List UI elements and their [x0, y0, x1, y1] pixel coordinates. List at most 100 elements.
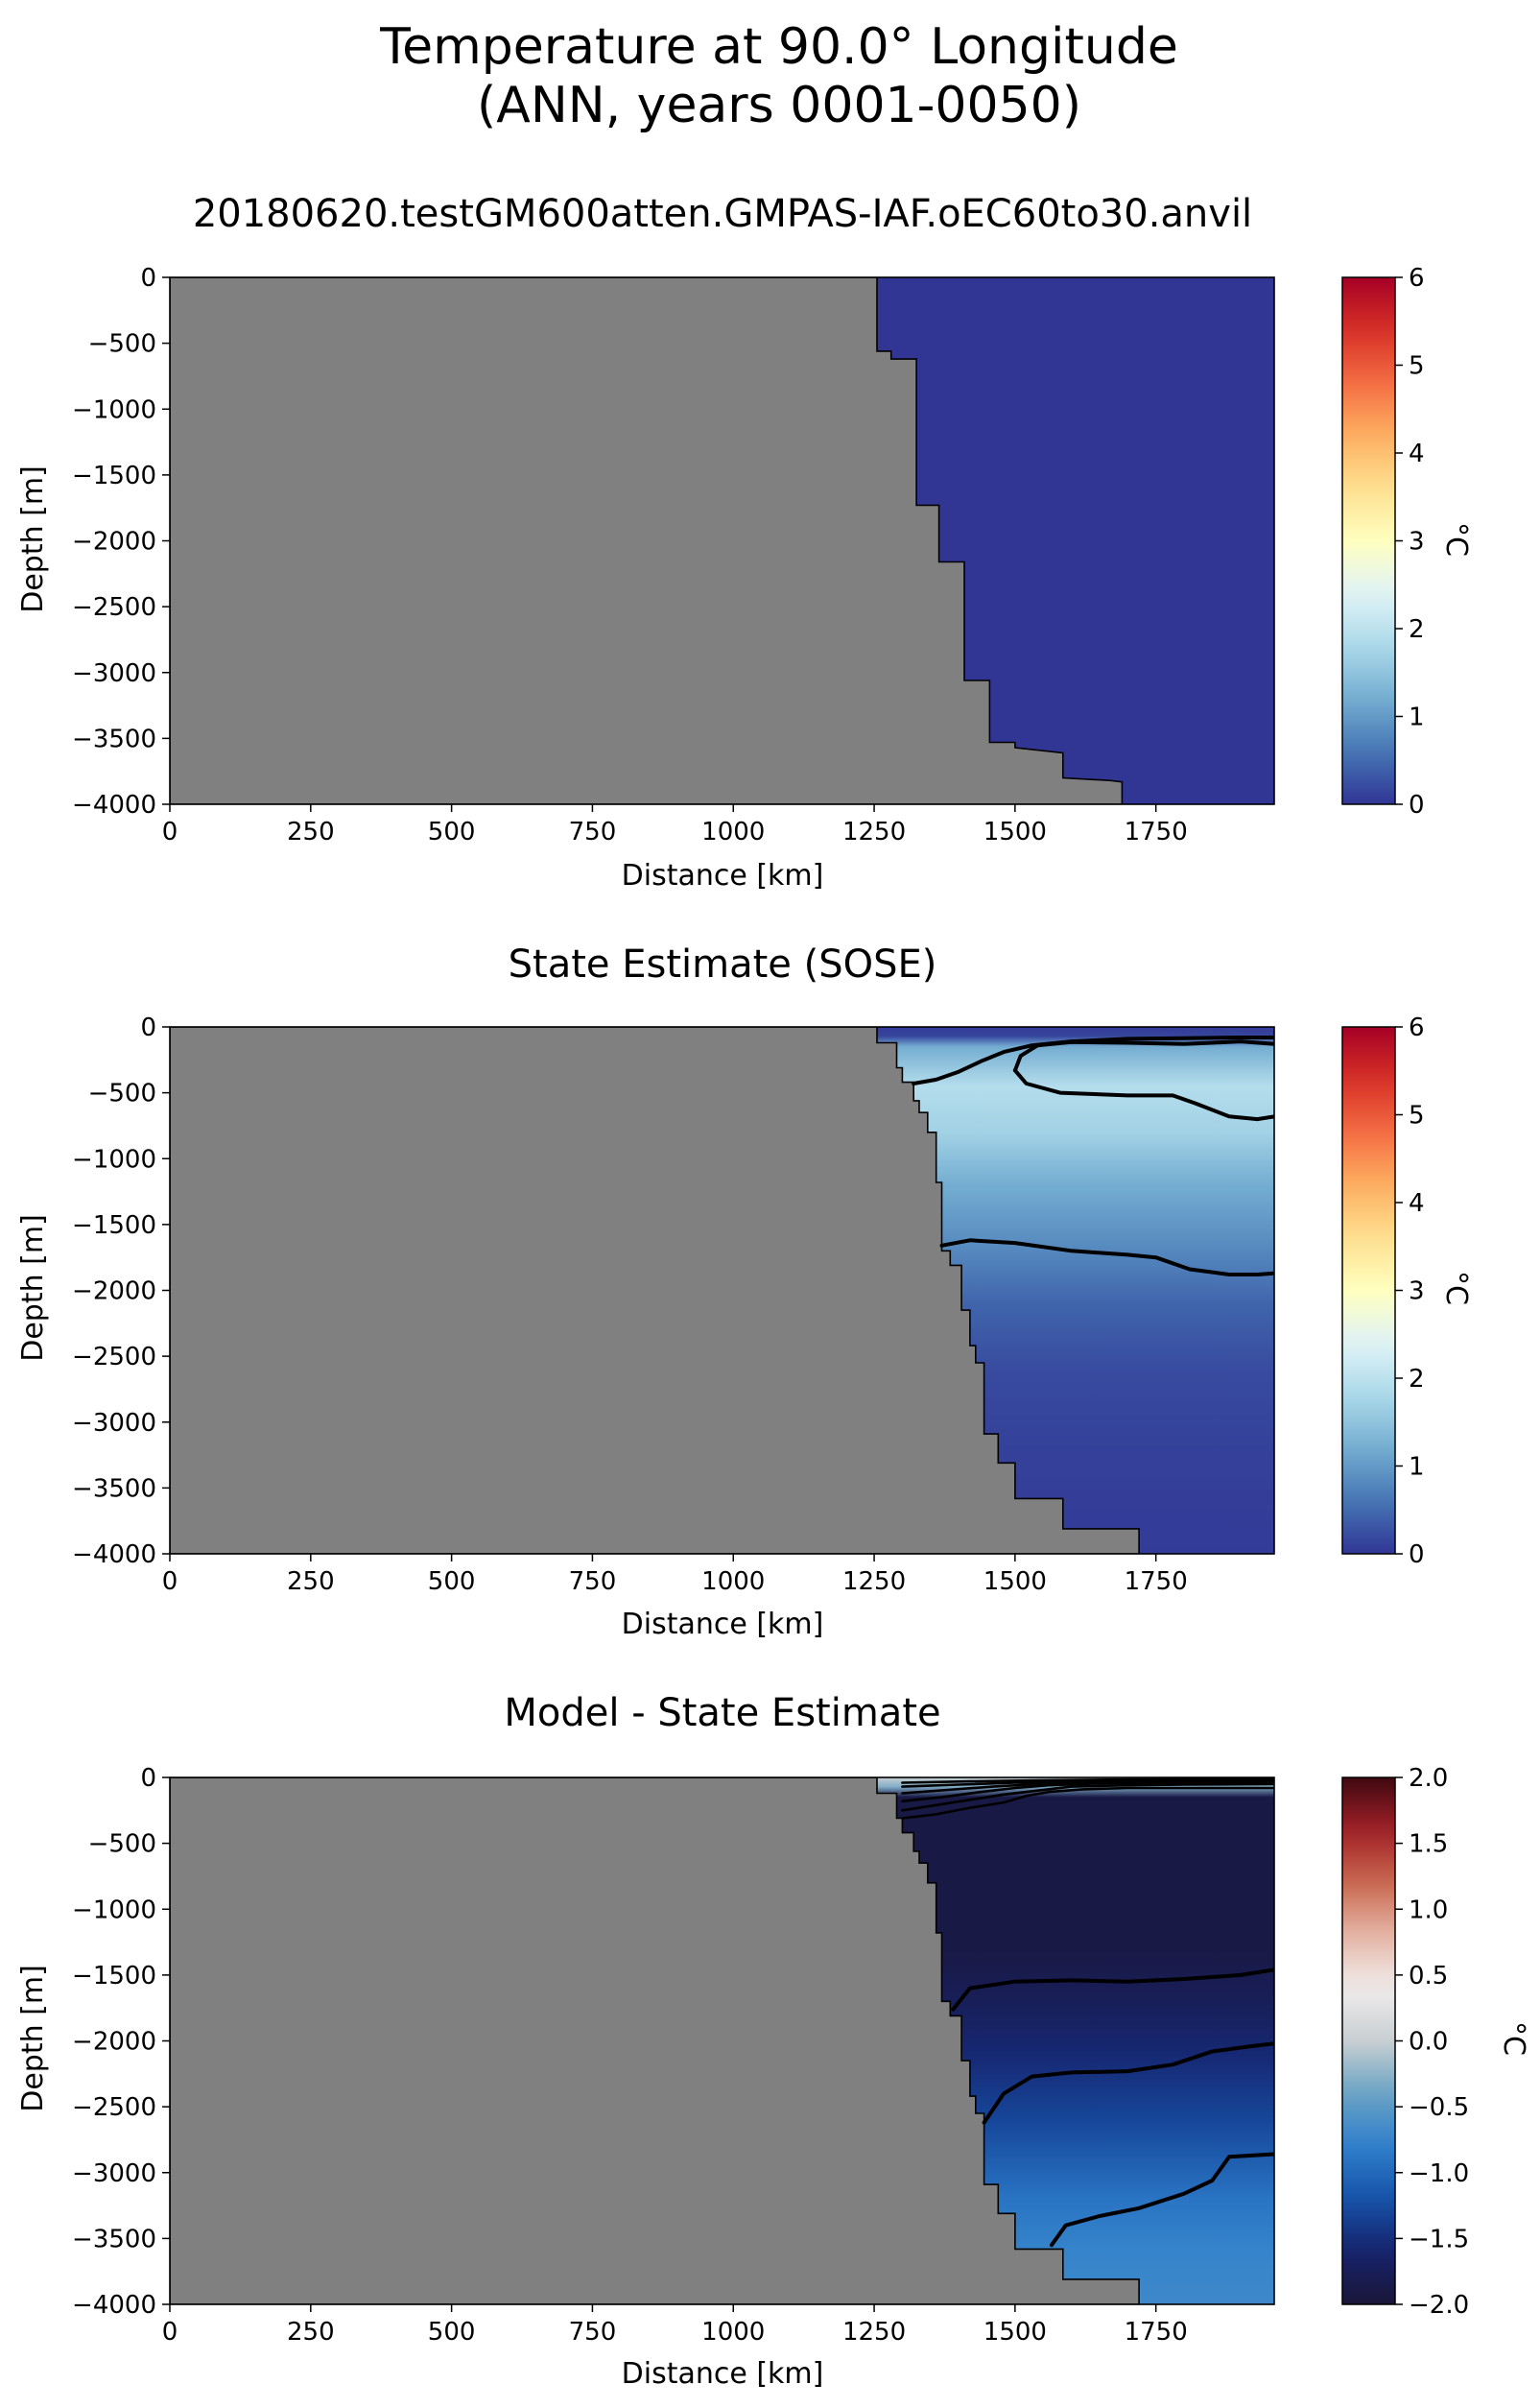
colorbar-tick-label: 6	[1409, 264, 1425, 293]
colorbar-tick-label: 4	[1409, 1189, 1425, 1218]
y-tick-label: −1500	[72, 462, 156, 490]
y-tick-label: −1500	[72, 1962, 156, 1991]
land-mask	[170, 277, 1124, 804]
colorbar-tick-label: 3	[1409, 528, 1425, 557]
colorbar-gradient	[1341, 276, 1396, 805]
x-tick-label: 1000	[701, 1567, 765, 1596]
y-tick-label: 0	[140, 1764, 156, 1793]
x-tick-label: 1750	[1125, 818, 1188, 846]
x-tick-label: 500	[428, 1567, 476, 1596]
x-tick-label: 0	[162, 2318, 178, 2347]
colorbar-tick-label: −2.0	[1409, 2291, 1469, 2320]
land-mask	[170, 1027, 1140, 1554]
colorbar-gradient	[1341, 1026, 1396, 1555]
y-tick-label: −2500	[72, 1343, 156, 1371]
x-tick-label: 1500	[983, 1567, 1047, 1596]
contour-line	[912, 1036, 1274, 1085]
x-axis-label: Distance [km]	[622, 1608, 824, 1641]
x-tick-label: 1250	[842, 1567, 906, 1596]
x-axis-label: Distance [km]	[622, 2357, 824, 2391]
y-tick-label: −4000	[72, 2291, 156, 2320]
x-tick-label: 1000	[701, 2318, 765, 2347]
y-tick-label: −1000	[72, 1895, 156, 1924]
x-tick-label: 1500	[983, 2318, 1047, 2347]
contour-line	[951, 1967, 1274, 2012]
y-axis-label: Depth [m]	[16, 1214, 50, 1362]
colorbar: 0 1 2 3 4 5 6	[1341, 264, 1425, 820]
y-tick-label: −2000	[72, 2028, 156, 2057]
contour-line	[901, 1782, 1274, 1812]
x-axis-label: Distance [km]	[622, 859, 824, 893]
colorbar-tick-label: 2	[1409, 1365, 1425, 1394]
y-axis-label: Depth [m]	[16, 1965, 50, 2112]
colorbar-tick-label: 6	[1409, 1013, 1425, 1042]
x-tick-label: 1250	[842, 2318, 906, 2347]
x-tick-label: 1750	[1125, 1567, 1188, 1596]
y-tick-label: −500	[88, 1830, 156, 1859]
plot-area: 0 250 500 750 1000 1250 1500 1750 0 −500 −1000 −150…	[72, 264, 1275, 846]
x-tick-label: 750	[569, 1567, 617, 1596]
x-tick-label: 750	[569, 2318, 617, 2347]
contour-line	[1012, 1039, 1274, 1073]
colorbar-tick-label: 5	[1409, 1102, 1425, 1131]
colorbar-tick-label: 1	[1409, 1453, 1425, 1482]
colorbar-tick-label: 0.0	[1409, 2028, 1448, 2057]
plot-content	[170, 277, 1274, 804]
colorbar-tick-label: 0	[1409, 791, 1425, 820]
panel-difference: Model - State Estimate 0 250 500 750 1000 125…	[16, 1691, 1530, 2391]
x-tick-label: 250	[287, 1567, 335, 1596]
contour-line	[901, 1777, 1274, 1784]
colorbar-tick-label: 3	[1409, 1277, 1425, 1306]
x-tick-label: 750	[569, 818, 617, 846]
y-tick-label: 0	[140, 264, 156, 293]
y-tick-label: −4000	[72, 1540, 156, 1569]
y-tick-label: −3500	[72, 2225, 156, 2253]
x-tick-label: 250	[287, 818, 335, 846]
x-tick-label: 1000	[701, 818, 765, 846]
panel-state-estimate: State Estimate (SOSE) 0 250 500 750 1000 1250…	[16, 942, 1473, 1641]
colorbar-label: °C	[1497, 2021, 1530, 2056]
y-tick-label: −1000	[72, 1145, 156, 1174]
x-tick-label: 250	[287, 2318, 335, 2347]
colorbar: 0 1 2 3 4 5 6	[1341, 1013, 1425, 1569]
x-tick-label: 500	[428, 2318, 476, 2347]
contour-line	[939, 1238, 1274, 1276]
y-axis-label: Depth [m]	[16, 465, 50, 613]
colorbar-tick-label: 1.5	[1409, 1830, 1448, 1859]
y-tick-label: −1000	[72, 395, 156, 424]
colorbar-tick-label: −1.5	[1409, 2225, 1469, 2253]
y-tick-label: −500	[88, 1080, 156, 1109]
colorbar-tick-label: 4	[1409, 440, 1425, 468]
y-tick-label: −2500	[72, 2093, 156, 2122]
figure-title-line2: (ANN, years 0001-0050)	[477, 77, 1081, 134]
colorbar-tick-label: 0	[1409, 1540, 1425, 1569]
colorbar-label: °C	[1439, 1271, 1473, 1305]
y-tick-label: −4000	[72, 791, 156, 820]
x-tick-label: 0	[162, 1567, 178, 1596]
colorbar: −2.0 −1.5 −1.0 −0.5 0.0 0.5 1.0 1.5 2.0	[1341, 1764, 1469, 2320]
x-tick-label: 0	[162, 818, 178, 846]
y-tick-label: −3000	[72, 659, 156, 688]
y-tick-label: −2500	[72, 593, 156, 622]
y-tick-label: −500	[88, 330, 156, 359]
land-mask	[170, 1777, 1140, 2304]
colorbar-tick-label: 1.0	[1409, 1895, 1448, 1924]
x-tick-label: 1750	[1125, 2318, 1188, 2347]
panel-title: Model - State Estimate	[504, 1691, 940, 1735]
y-tick-label: −3000	[72, 1409, 156, 1438]
y-tick-label: −2000	[72, 1277, 156, 1306]
contour-line	[901, 1786, 1274, 1820]
y-tick-label: −3500	[72, 725, 156, 753]
plot-area: 0 250 500 750 1000 1250 1500 1750 0 −500 −1000 −150…	[72, 1764, 1275, 2347]
panel-title: 20180620.testGM600atten.GMPAS-IAF.oEC60t…	[193, 192, 1252, 236]
plot-content	[170, 1027, 1274, 1554]
colorbar-tick-label: 2	[1409, 615, 1425, 644]
colorbar-gradient	[1341, 1776, 1396, 2305]
contour-line	[1050, 2152, 1274, 2248]
colorbar-tick-label: 0.5	[1409, 1962, 1448, 1991]
y-tick-label: −3000	[72, 2159, 156, 2188]
y-tick-label: −3500	[72, 1474, 156, 1503]
colorbar-tick-label: 5	[1409, 352, 1425, 381]
colorbar-tick-label: −1.0	[1409, 2159, 1469, 2188]
